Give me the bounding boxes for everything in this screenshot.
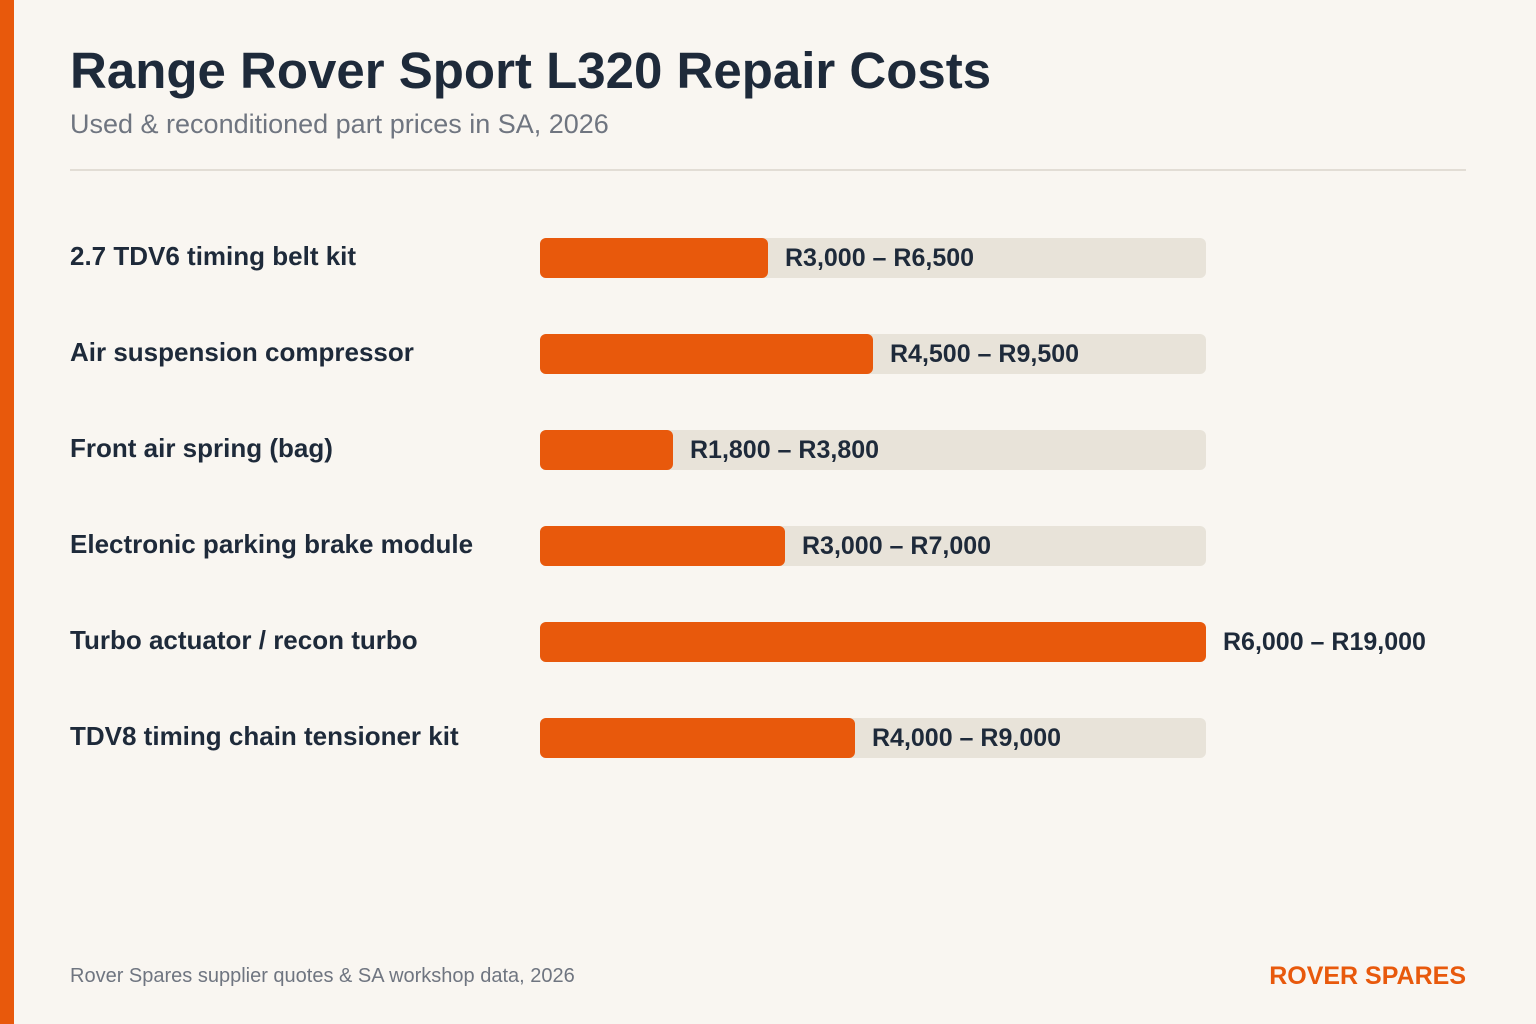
bar bbox=[540, 622, 1206, 662]
bar-value-label: R1,800 – R3,800 bbox=[690, 436, 880, 464]
bar-row: Turbo actuator / recon turbo R6,000 – R19… bbox=[0, 622, 1536, 662]
bar-row: Electronic parking brake module R3,000 – … bbox=[0, 526, 1536, 566]
category-label: Turbo actuator / recon turbo bbox=[70, 625, 418, 655]
category-label: 2.7 TDV6 timing belt kit bbox=[70, 241, 357, 271]
brand-logo-text: ROVER SPARES bbox=[1269, 962, 1466, 990]
category-label: Front air spring (bag) bbox=[70, 433, 333, 463]
bar bbox=[540, 238, 768, 278]
bar-row: 2.7 TDV6 timing belt kit R3,000 – R6,500 bbox=[0, 238, 1536, 278]
category-label: TDV8 timing chain tensioner kit bbox=[70, 721, 459, 751]
bar-value-label: R6,000 – R19,000 bbox=[1223, 628, 1426, 656]
category-label: Electronic parking brake module bbox=[70, 529, 474, 559]
source-note: Rover Spares supplier quotes & SA worksh… bbox=[70, 965, 575, 987]
bar bbox=[540, 526, 785, 566]
header-divider bbox=[70, 169, 1466, 171]
bar bbox=[540, 718, 855, 758]
bar-row: TDV8 timing chain tensioner kit R4,000 – … bbox=[0, 718, 1536, 758]
page-subtitle: Used & reconditioned part prices in SA, … bbox=[70, 109, 609, 139]
bar-value-label: R4,500 – R9,500 bbox=[890, 340, 1080, 368]
bar-value-label: R3,000 – R7,000 bbox=[802, 532, 992, 560]
category-label: Air suspension compressor bbox=[70, 337, 414, 367]
page-title: Range Rover Sport L320 Repair Costs bbox=[70, 42, 992, 99]
bar-value-label: R4,000 – R9,000 bbox=[872, 724, 1062, 752]
bar-row: Air suspension compressor R4,500 – R9,500 bbox=[0, 334, 1536, 374]
bar bbox=[540, 430, 673, 470]
bar-value-label: R3,000 – R6,500 bbox=[785, 244, 975, 272]
bar-row: Front air spring (bag) R1,800 – R3,800 bbox=[0, 430, 1536, 470]
accent-stripe bbox=[0, 0, 14, 1024]
bar bbox=[540, 334, 873, 374]
